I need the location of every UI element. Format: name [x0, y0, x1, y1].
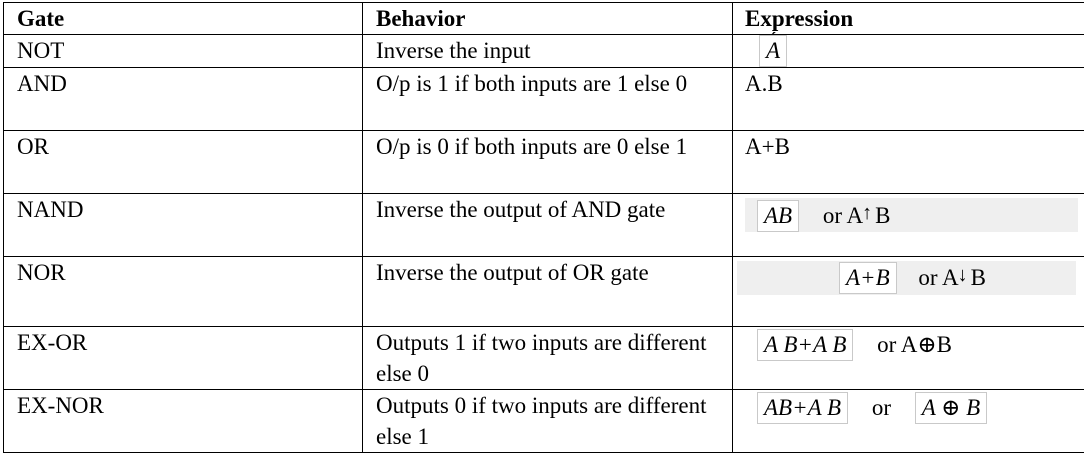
behavior-cell: Inverse the output of AND gate	[362, 193, 733, 257]
expression-text: A B+A B	[764, 332, 847, 357]
table-row: EX-NOR Outputs 0 if two inputs are diffe…	[3, 389, 1084, 453]
table-row: NAND Inverse the output of AND gate AB o…	[3, 193, 1084, 257]
or-text: or A	[822, 203, 864, 228]
gate-cell: OR	[3, 130, 363, 194]
behavior-cell: Inverse the output of OR gate	[362, 256, 733, 327]
gate-cell: NAND	[3, 193, 363, 257]
behavior-cell: Outputs 1 if two inputs are different el…	[362, 326, 733, 390]
expression-box: AB+A B	[757, 392, 849, 424]
header-gate: Gate	[3, 2, 363, 35]
up-arrow-icon: ↑	[862, 200, 876, 230]
expression-text: A	[766, 38, 780, 63]
gate-cell: NOT	[3, 34, 363, 68]
down-arrow-icon: ↓	[957, 262, 971, 292]
header-expression: Expression	[732, 2, 1084, 35]
expression-box: AB	[757, 200, 800, 232]
behavior-cell: Outputs 0 if two inputs are different el…	[362, 389, 733, 453]
header-behavior: Behavior	[362, 2, 733, 35]
logic-gates-table: Gate Behavior Expression NOT Inverse the…	[3, 2, 1084, 453]
tail-text: B	[970, 265, 986, 290]
expression-box-2: A ⊕ B	[914, 392, 988, 424]
expression-cell: A+B	[732, 130, 1084, 194]
behavior-cell: Inverse the input	[362, 34, 733, 68]
gate-cell: EX-OR	[3, 326, 363, 390]
behavior-cell: O/p is 1 if both inputs are 1 else 0	[362, 67, 733, 131]
expression-cell: A+B or A ↓ B	[732, 256, 1084, 327]
table-row: OR O/p is 0 if both inputs are 0 else 1 …	[3, 130, 1084, 194]
expression-text: AB	[764, 203, 793, 228]
expression-cell: A	[732, 34, 1084, 68]
gate-cell: NOR	[3, 256, 363, 327]
or-text: or	[871, 395, 891, 420]
expression-cell: A.B	[732, 67, 1084, 131]
table-row: NOR Inverse the output of OR gate A+B or…	[3, 256, 1084, 327]
expression-box: A	[759, 35, 788, 67]
expression-text-2: A ⊕ B	[921, 395, 981, 420]
arrow-glyph: ↓	[957, 264, 968, 286]
expression-text: AB+A B	[764, 395, 842, 420]
table-row: AND O/p is 1 if both inputs are 1 else 0…	[3, 67, 1084, 131]
table-row: EX-OR Outputs 1 if two inputs are differ…	[3, 326, 1084, 390]
arrow-glyph: ↑	[862, 202, 873, 224]
header-row: Gate Behavior Expression	[3, 2, 1084, 35]
expression-box: A+B	[839, 262, 897, 294]
shaded-background	[745, 198, 1078, 232]
expression-box: A B+A B	[757, 329, 854, 361]
gate-cell: AND	[3, 67, 363, 131]
tail-text: B	[875, 203, 891, 228]
expression-cell: AB+A B or A ⊕ B	[732, 389, 1084, 453]
gate-cell: EX-NOR	[3, 389, 363, 453]
expression-text: A+B	[846, 265, 890, 290]
table-row: NOT Inverse the input A	[3, 34, 1084, 68]
expression-cell: A B+A B or A⊕B	[732, 326, 1084, 390]
behavior-cell: O/p is 0 if both inputs are 0 else 1	[362, 130, 733, 194]
or-text: or A⊕B	[877, 332, 953, 357]
or-text: or A	[918, 265, 959, 290]
expression-cell: AB or A ↑ B	[732, 193, 1084, 257]
shaded-background	[737, 261, 1076, 295]
